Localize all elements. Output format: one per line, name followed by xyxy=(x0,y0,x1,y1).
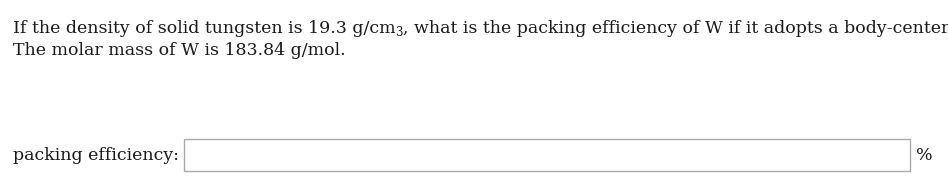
Text: , what is the packing efficiency of W if it adopts a body-centered cubic unit ce: , what is the packing efficiency of W if… xyxy=(403,20,948,37)
Text: packing efficiency:: packing efficiency: xyxy=(13,146,179,163)
Bar xyxy=(184,139,910,171)
Text: %: % xyxy=(916,146,933,163)
Text: If the density of solid tungsten is 19.3 g/cm: If the density of solid tungsten is 19.3… xyxy=(13,20,395,37)
Text: The molar mass of W is 183.84 g/mol.: The molar mass of W is 183.84 g/mol. xyxy=(13,42,346,59)
Text: 3: 3 xyxy=(395,26,403,39)
